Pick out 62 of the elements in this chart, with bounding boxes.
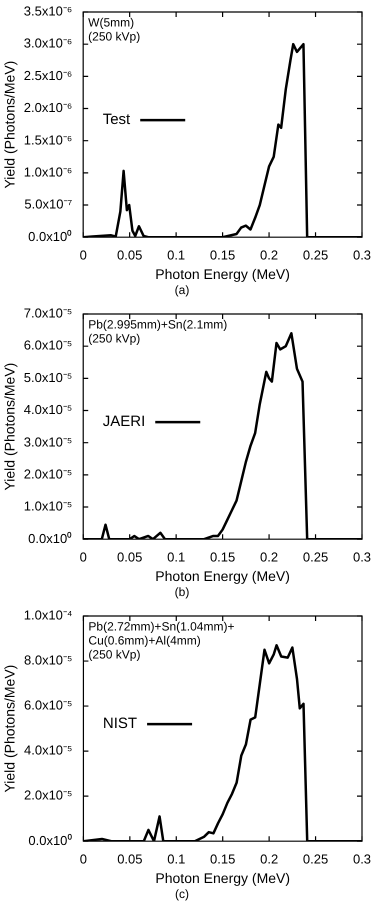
- legend-label: JAERI: [102, 413, 146, 430]
- y-tick-label: 6.0x10⁻⁵: [24, 338, 72, 353]
- y-tick-label: 2.0x10⁻⁵: [24, 466, 72, 482]
- y-tick-label: 5.0x10⁻⁷: [24, 196, 72, 212]
- y-tick-label: 3.0x10⁻⁶: [24, 36, 72, 51]
- y-tick-label: 8.0x10⁻⁵: [24, 652, 72, 668]
- x-tick-label: 0: [80, 852, 88, 867]
- x-tick-label: 0.2: [260, 852, 278, 867]
- x-axis-title: Photon Energy (MeV): [155, 870, 290, 886]
- text: (c): [175, 887, 189, 902]
- x-axis-title: Photon Energy (MeV): [155, 266, 290, 282]
- y-tick-label: 6.0x10⁻⁵: [24, 698, 72, 713]
- annotation: W(5mm): [88, 15, 134, 30]
- x-tick-label: 0.05: [116, 248, 142, 263]
- y-tick-label: 1.5x10⁻⁶: [24, 132, 72, 148]
- x-tick-label: 0.05: [117, 550, 142, 565]
- x-tick-label: 0.25: [302, 248, 328, 263]
- y-axis-title: Yield (Photons/MeV): [1, 664, 18, 793]
- x-tick-label: 0.3: [352, 248, 372, 263]
- legend-label: Test: [102, 111, 132, 128]
- y-tick-label: 4.0x10⁻⁵: [24, 402, 72, 418]
- y-tick-label: 0.0x10⁰: [28, 530, 72, 546]
- y-tick-label: 2.0x10⁻⁶: [24, 100, 72, 116]
- annotation: (250 kVp): [88, 647, 140, 662]
- x-tick-label: 0: [80, 248, 87, 263]
- x-tick-label: 0.15: [210, 248, 236, 263]
- x-axis-title: Photon Energy (MeV): [155, 568, 290, 584]
- y-tick-label: 1.0x10⁻⁴: [24, 608, 72, 623]
- annotation: Pb(2.995mm)+Sn(2.1mm): [88, 317, 228, 332]
- x-tick-label: 0.2: [260, 550, 278, 565]
- x-tick-label: 0.15: [210, 852, 236, 867]
- y-tick-label: 5.0x10⁻⁵: [24, 370, 72, 385]
- annotation: (250 kVp): [88, 29, 140, 44]
- x-tick-label: 0.1: [167, 248, 186, 263]
- x-tick-label: 0.3: [352, 852, 372, 867]
- y-tick-label: 1.0x10⁻⁵: [24, 498, 72, 514]
- y-tick-label: 0.0x10⁰: [28, 832, 72, 848]
- x-tick-label: 0.15: [210, 550, 236, 565]
- x-tick-label: 0.25: [302, 550, 328, 565]
- x-tick-label: 0.3: [352, 550, 372, 565]
- y-tick-label: 4.0x10⁻⁵: [24, 742, 72, 758]
- y-tick-label: 1.0x10⁻⁶: [24, 164, 72, 180]
- y-axis-title: Yield (Photons/MeV): [1, 60, 18, 189]
- y-axis-title: Yield (Photons/MeV): [1, 362, 18, 491]
- y-tick-label: 2.5x10⁻⁶: [24, 68, 72, 83]
- legend-label: NIST: [102, 715, 138, 732]
- annotation: Pb(2.72mm)+Sn(1.04mm)+: [88, 619, 234, 634]
- annotation: (250 kVp): [88, 331, 140, 346]
- y-tick-label: 2.0x10⁻⁵: [24, 788, 72, 803]
- y-tick-label: 7.0x10⁻⁵: [24, 306, 72, 321]
- x-tick-label: 0.1: [167, 852, 186, 867]
- x-tick-label: 0.1: [167, 550, 186, 565]
- y-tick-label: 3.0x10⁻⁵: [24, 434, 72, 450]
- x-tick-label: 0: [80, 550, 87, 565]
- text: (a): [174, 283, 190, 298]
- y-tick-label: 3.5x10⁻⁶: [24, 4, 72, 19]
- x-tick-label: 0.2: [260, 248, 278, 263]
- x-tick-label: 0.25: [302, 852, 328, 867]
- annotation: Cu(0.6mm)+Al(4mm): [88, 633, 201, 648]
- x-tick-label: 0.05: [117, 852, 143, 867]
- text: (b): [174, 585, 190, 600]
- y-tick-label: 0.0x10⁰: [28, 228, 72, 244]
